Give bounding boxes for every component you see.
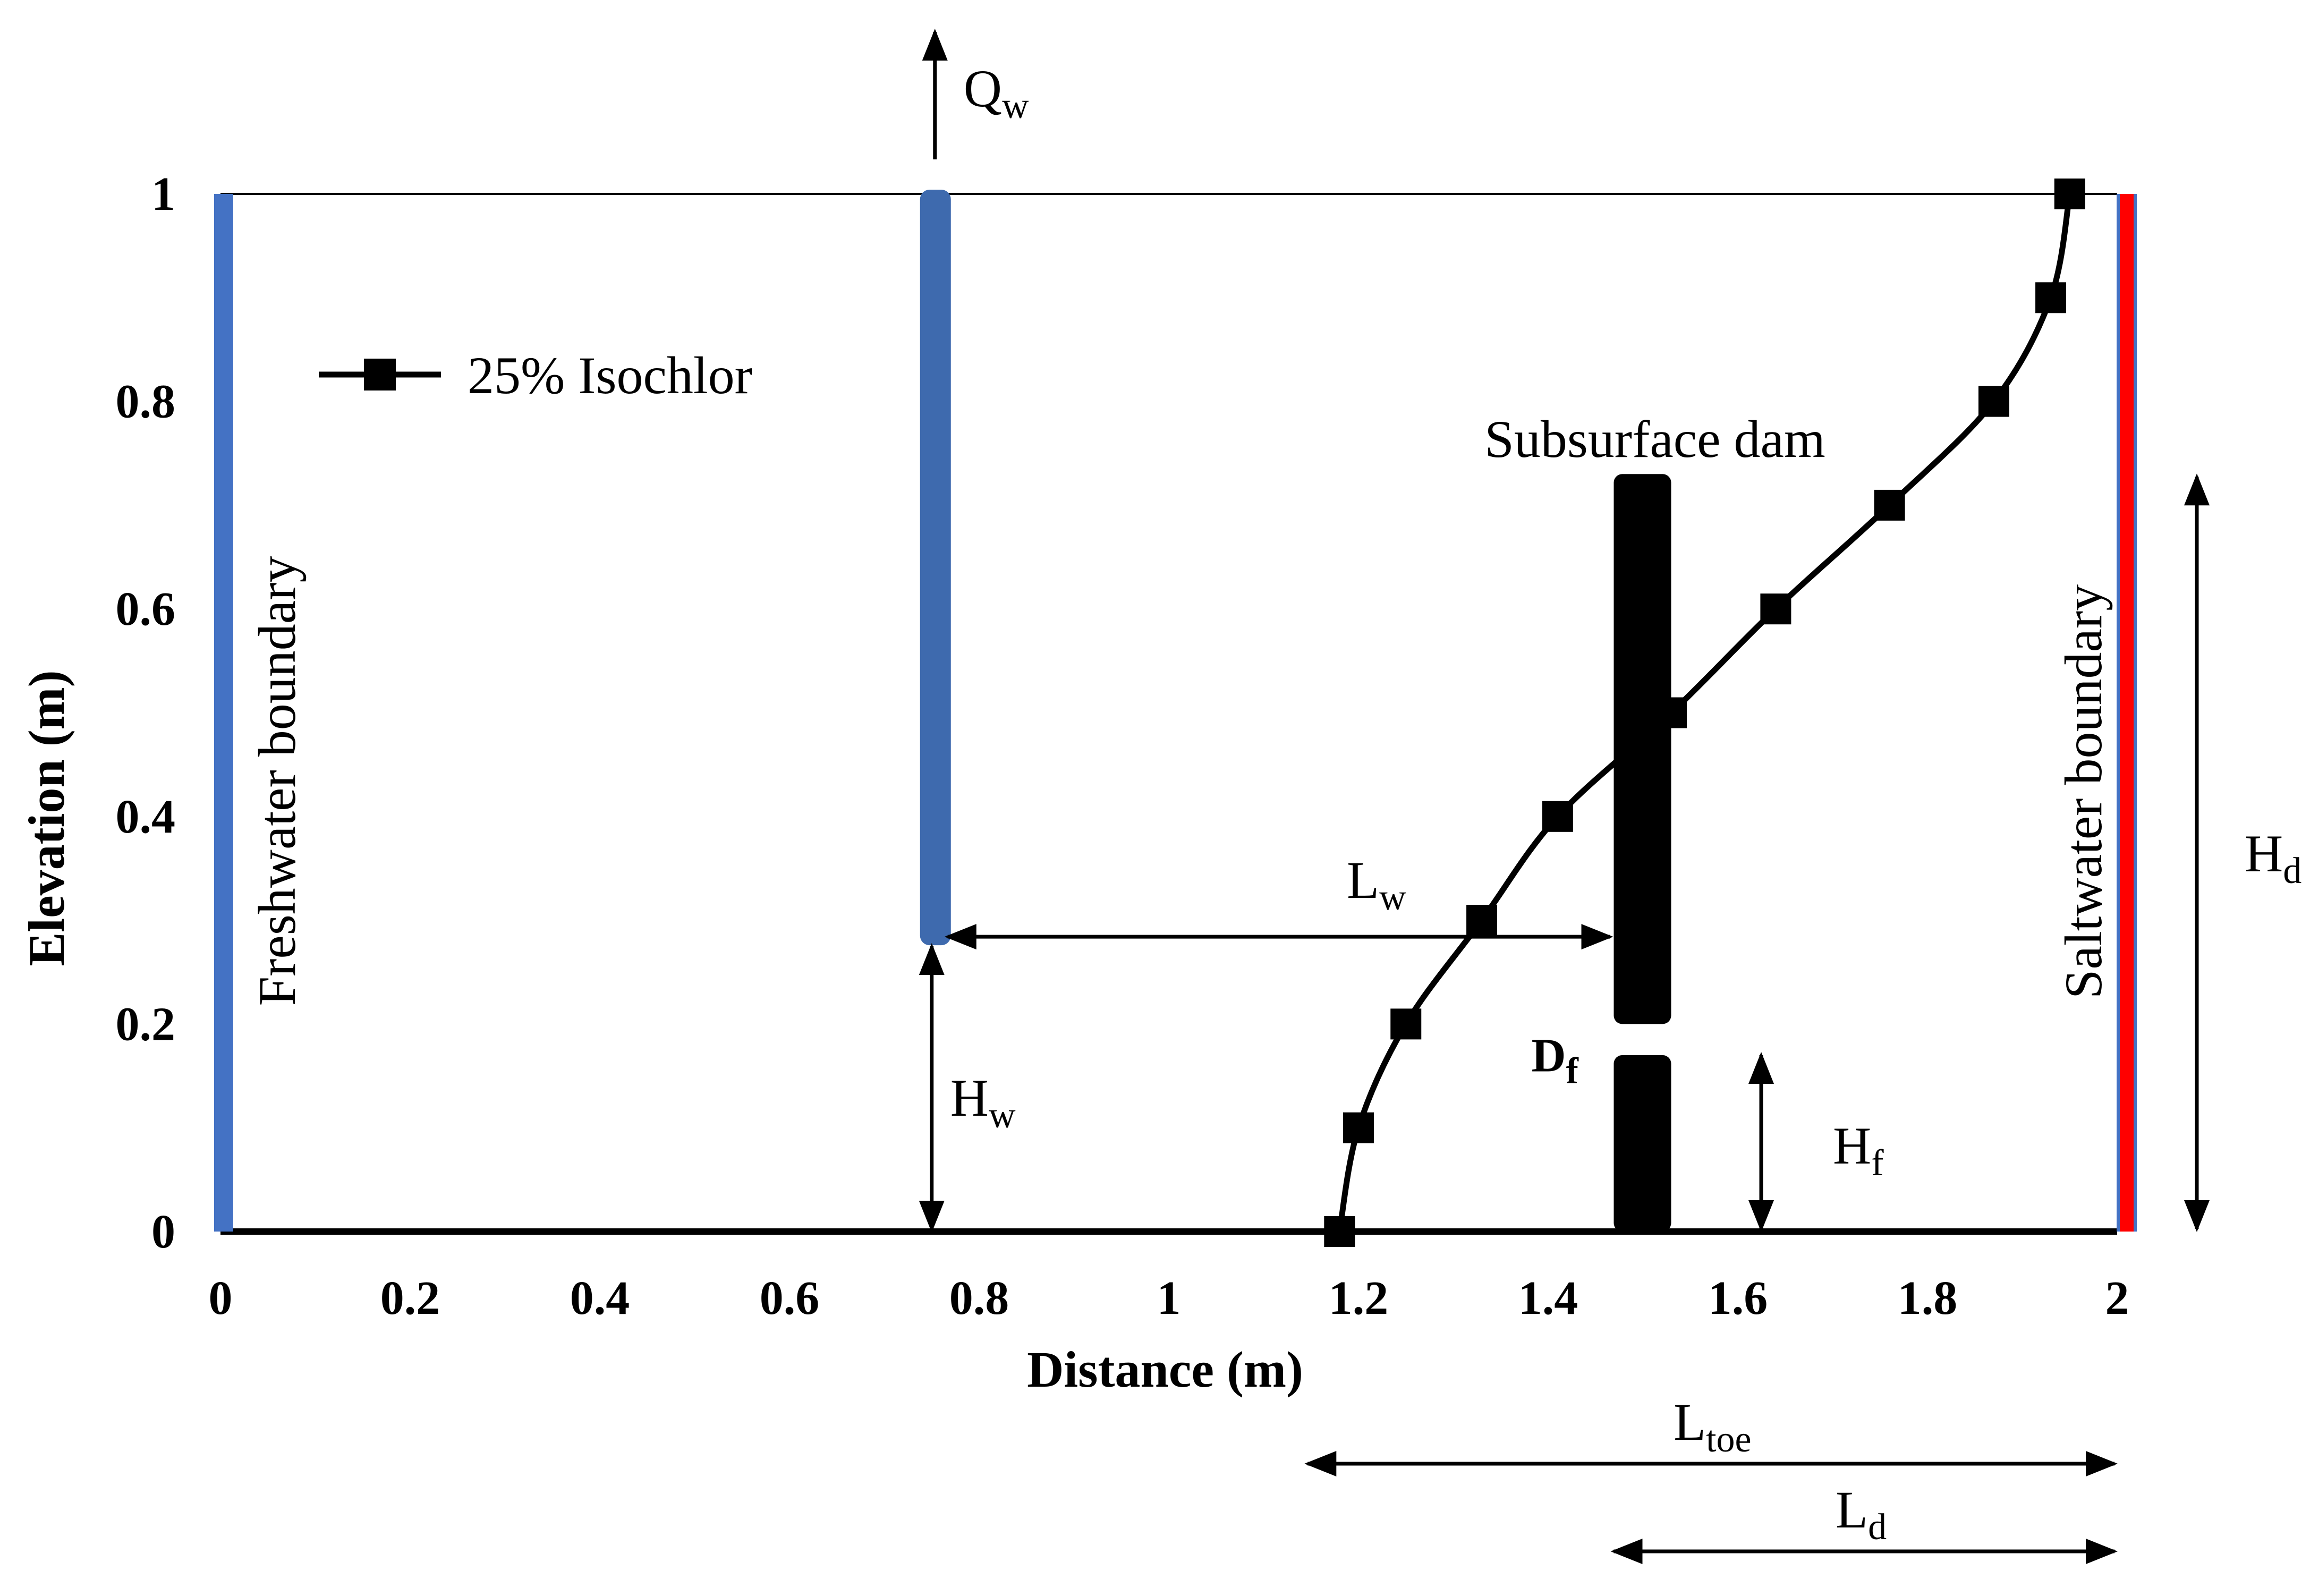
dam-upper-section xyxy=(1613,474,1671,1024)
pumping-well xyxy=(920,190,951,946)
lw-label-main: L xyxy=(1347,851,1379,910)
isochlor-point xyxy=(1324,1216,1355,1247)
x-tick-label: 0 xyxy=(209,1272,233,1325)
legend-marker xyxy=(364,359,396,390)
ld-label: Ld xyxy=(1836,1480,1887,1548)
series-layer xyxy=(1324,179,2085,1247)
hf-label-subscript: f xyxy=(1871,1143,1884,1184)
ld-label-main: L xyxy=(1836,1480,1868,1539)
isochlor-line xyxy=(1336,193,2073,1232)
ltoe-label-main: L xyxy=(1674,1393,1706,1451)
ld-label-subscript: d xyxy=(1868,1507,1887,1548)
dam-gap-label-subscript: f xyxy=(1566,1050,1579,1091)
freshwater-boundary-label: Freshwater boundary xyxy=(248,556,307,1006)
isochlor-point xyxy=(1390,1008,1422,1040)
dam-gap-label-main: D xyxy=(1532,1029,1566,1082)
x-tick-label: 1.2 xyxy=(1329,1272,1389,1325)
isochlor-point xyxy=(2054,179,2085,209)
hw-label: Hw xyxy=(950,1068,1016,1136)
subsurface-dam-label: Subsurface dam xyxy=(1484,410,1825,469)
dam-gap-label: Df xyxy=(1532,1029,1579,1091)
y-tick-label: 0 xyxy=(151,1206,175,1258)
x-tick-label: 2 xyxy=(2105,1272,2129,1325)
y-axis-title: Elevation (m) xyxy=(18,670,75,966)
lw-label-subscript: w xyxy=(1379,877,1406,918)
y-tick-label: 0.6 xyxy=(116,583,176,635)
saltwater-boundary xyxy=(2118,194,2135,1232)
x-tick-label: 0.6 xyxy=(760,1272,820,1325)
isochlor-point xyxy=(1542,801,1573,832)
tick-labels: 0 0.2 0.4 0.6 0.8 1 1.2 1.4 1.6 1.8 2 0 0.2 0.4 0.6 0.8… xyxy=(116,168,2129,1325)
pumping-rate-label-subscript: w xyxy=(1002,86,1029,126)
hd-label-subscript: d xyxy=(2283,851,2301,892)
hw-label-subscript: w xyxy=(989,1095,1016,1136)
isochlor-point xyxy=(1978,386,2009,417)
x-tick-label: 1.4 xyxy=(1518,1272,1578,1325)
hf-label: Hf xyxy=(1833,1116,1884,1184)
hw-label-main: H xyxy=(950,1068,989,1127)
ltoe-label: Ltoe xyxy=(1674,1393,1752,1460)
x-tick-label: 1.8 xyxy=(1898,1272,1958,1325)
isochlor-point xyxy=(1343,1112,1374,1143)
legend: 25% Isochlor xyxy=(319,346,752,405)
hd-label-main: H xyxy=(2245,824,2283,883)
model-features: Qw Df xyxy=(214,29,2137,1232)
ltoe-label-subscript: toe xyxy=(1706,1419,1752,1460)
legend-label: 25% Isochlor xyxy=(468,346,752,405)
x-tick-label: 1.6 xyxy=(1708,1272,1768,1325)
pumping-rate-label: Qw xyxy=(964,59,1029,126)
x-tick-label: 0.2 xyxy=(380,1272,440,1325)
saltwater-boundary-label: Saltwater boundary xyxy=(2054,584,2113,999)
x-axis-title: Distance (m) xyxy=(1027,1341,1303,1398)
isochlor-point xyxy=(1874,489,1905,521)
pumping-rate-label-main: Q xyxy=(964,59,1002,118)
lw-label: Lw xyxy=(1347,851,1406,918)
isochlor-point xyxy=(1466,905,1498,936)
hf-label-main: H xyxy=(1833,1116,1871,1175)
isochlor-point xyxy=(1656,697,1687,728)
y-tick-label: 0.2 xyxy=(116,998,176,1050)
y-tick-label: 0.8 xyxy=(116,376,176,428)
freshwater-boundary xyxy=(214,194,233,1232)
axes xyxy=(220,193,2117,1235)
isochlor-point xyxy=(1760,593,1791,625)
x-tick-label: 0.4 xyxy=(570,1272,630,1325)
dam-lower-section xyxy=(1613,1055,1671,1232)
y-tick-label: 0.4 xyxy=(116,791,176,843)
x-tick-label: 1 xyxy=(1157,1272,1181,1325)
isochlor-point xyxy=(2035,282,2067,313)
hd-label: Hd xyxy=(2245,824,2301,892)
x-tick-label: 0.8 xyxy=(949,1272,1009,1325)
y-tick-label: 1 xyxy=(151,168,175,220)
